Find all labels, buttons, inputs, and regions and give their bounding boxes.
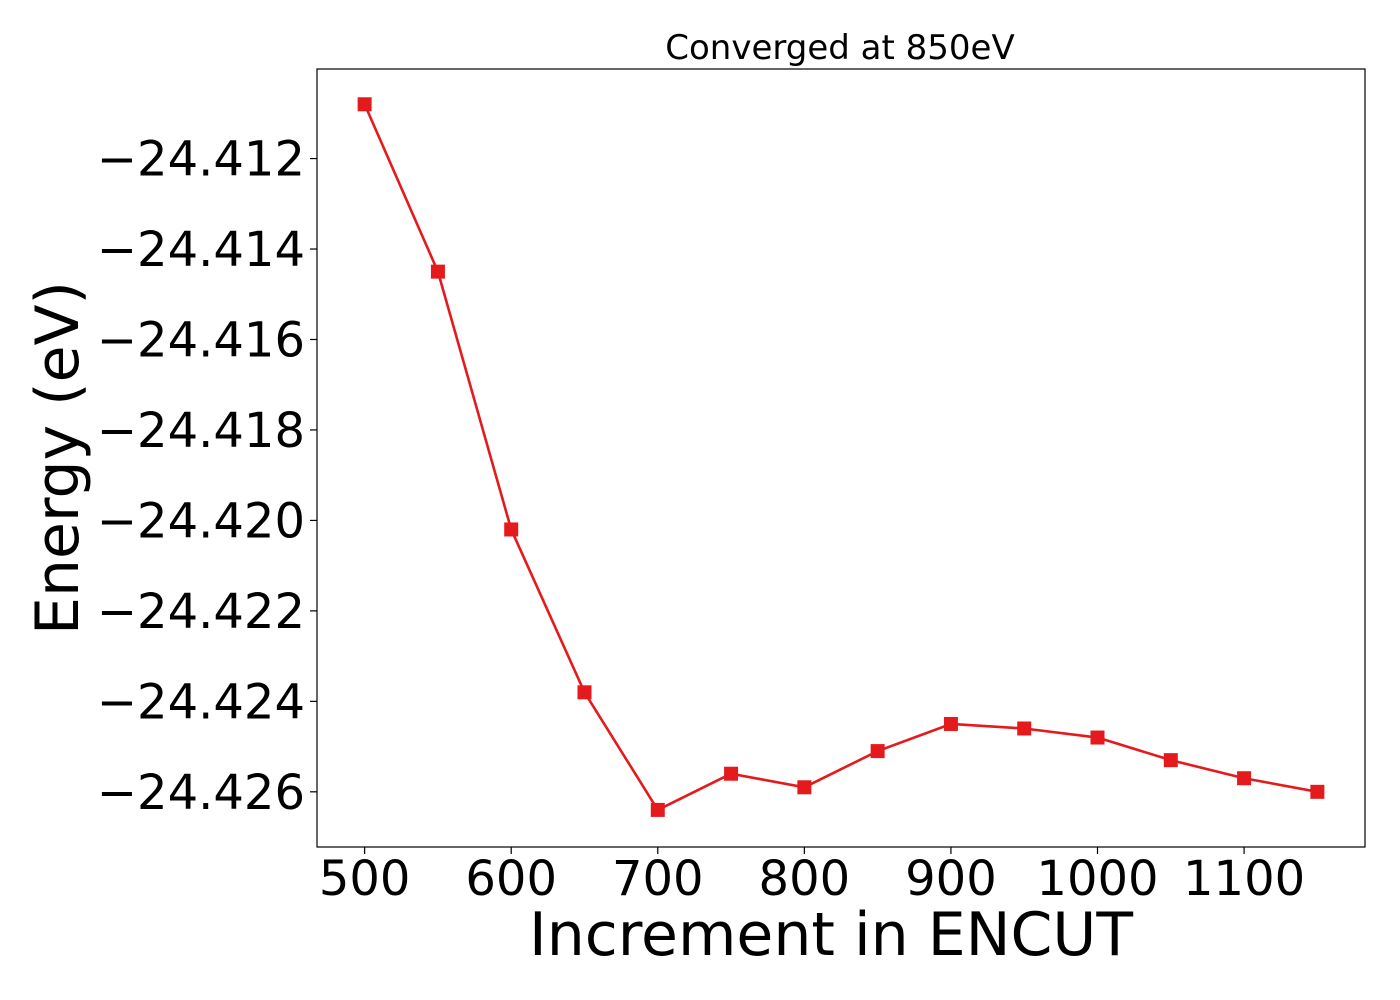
chart-title: Converged at 850eV [665,28,1014,68]
data-point-marker [943,716,958,731]
x-axis: 500 600 700 800 900 1000 1100 [319,847,1305,907]
y-tick-label: −24.426 [97,765,305,821]
data-point-marker [1237,771,1252,786]
data-point-marker [870,744,885,759]
y-tick-label: −24.422 [97,584,305,640]
x-tick-label: 800 [759,851,851,907]
y-axis-label: Energy (eV) [23,281,93,635]
y-tick-label: −24.416 [97,312,305,368]
y-tick-label: −24.412 [97,132,305,188]
data-point-marker [430,264,445,279]
x-tick-label: 1100 [1183,851,1305,907]
y-tick-label: −24.424 [97,674,305,730]
data-point-marker [504,522,519,537]
data-point-marker [1310,784,1325,799]
x-tick-label: 1000 [1036,851,1158,907]
data-point-marker [577,685,592,700]
series-layer [357,97,1325,817]
data-point-marker [724,766,739,781]
y-tick-label: −24.414 [97,222,305,278]
series-line [363,103,1318,812]
data-point-marker [650,802,665,817]
y-axis: −24.412 −24.414 −24.416 −24.418 −24.420 −24.4… [97,132,317,821]
x-tick-label: 900 [905,851,997,907]
data-point-marker [1090,730,1105,745]
x-tick-label: 600 [465,851,557,907]
plot-area-frame [316,68,1366,848]
y-tick-label: −24.420 [97,493,305,549]
data-point-marker [1163,753,1178,768]
x-tick-label: 500 [319,851,411,907]
x-axis-label: Increment in ENCUT [529,900,1133,970]
x-tick-label: 700 [612,851,704,907]
data-point-marker [1017,721,1032,736]
y-tick-label: −24.418 [97,403,305,459]
data-point-marker [797,780,812,795]
data-point-marker [357,97,372,112]
